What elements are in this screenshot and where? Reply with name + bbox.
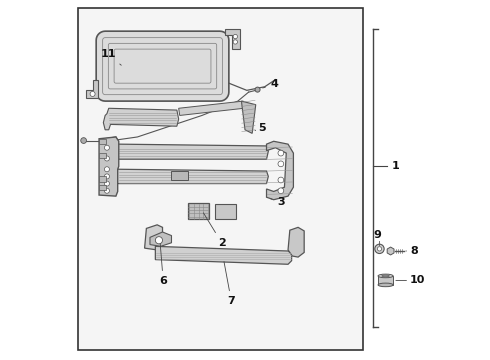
Polygon shape xyxy=(86,80,98,98)
Circle shape xyxy=(375,244,384,253)
Polygon shape xyxy=(103,108,179,130)
Circle shape xyxy=(104,188,109,193)
Polygon shape xyxy=(242,101,256,134)
Ellipse shape xyxy=(382,275,390,277)
Bar xyxy=(215,204,236,219)
Polygon shape xyxy=(145,225,163,250)
Text: 6: 6 xyxy=(159,244,167,286)
Ellipse shape xyxy=(378,283,393,287)
Polygon shape xyxy=(387,247,394,255)
Bar xyxy=(99,176,106,182)
Circle shape xyxy=(155,237,163,244)
Bar xyxy=(99,153,106,158)
Text: 8: 8 xyxy=(410,246,417,256)
Circle shape xyxy=(104,181,109,186)
Circle shape xyxy=(278,150,284,156)
Bar xyxy=(99,139,106,144)
Polygon shape xyxy=(267,141,294,200)
Polygon shape xyxy=(99,137,119,196)
Circle shape xyxy=(104,174,109,179)
Circle shape xyxy=(104,145,109,150)
Circle shape xyxy=(377,247,382,251)
Bar xyxy=(78,8,364,350)
Bar xyxy=(378,276,393,285)
Circle shape xyxy=(90,91,95,96)
Circle shape xyxy=(233,35,238,39)
Polygon shape xyxy=(150,232,172,246)
Text: 5: 5 xyxy=(255,123,266,133)
Circle shape xyxy=(104,156,109,161)
Polygon shape xyxy=(103,137,269,167)
Text: 1: 1 xyxy=(392,161,400,171)
Polygon shape xyxy=(172,171,188,180)
Text: 7: 7 xyxy=(224,262,235,306)
Text: 3: 3 xyxy=(271,197,285,207)
Text: 9: 9 xyxy=(374,230,382,240)
Circle shape xyxy=(278,188,284,194)
Text: 4: 4 xyxy=(263,79,279,89)
Polygon shape xyxy=(179,101,244,116)
Circle shape xyxy=(278,161,284,167)
Circle shape xyxy=(104,167,109,172)
Polygon shape xyxy=(96,31,229,101)
Polygon shape xyxy=(155,246,292,264)
Polygon shape xyxy=(288,227,304,257)
Bar xyxy=(99,185,106,190)
Circle shape xyxy=(255,87,260,92)
Text: 10: 10 xyxy=(410,275,425,285)
Polygon shape xyxy=(103,162,269,192)
Polygon shape xyxy=(188,203,209,220)
Circle shape xyxy=(81,138,87,143)
Polygon shape xyxy=(225,30,240,49)
Circle shape xyxy=(233,40,238,44)
Circle shape xyxy=(278,177,284,183)
Ellipse shape xyxy=(378,274,393,278)
Text: 2: 2 xyxy=(203,213,225,248)
Text: 11: 11 xyxy=(100,49,122,65)
